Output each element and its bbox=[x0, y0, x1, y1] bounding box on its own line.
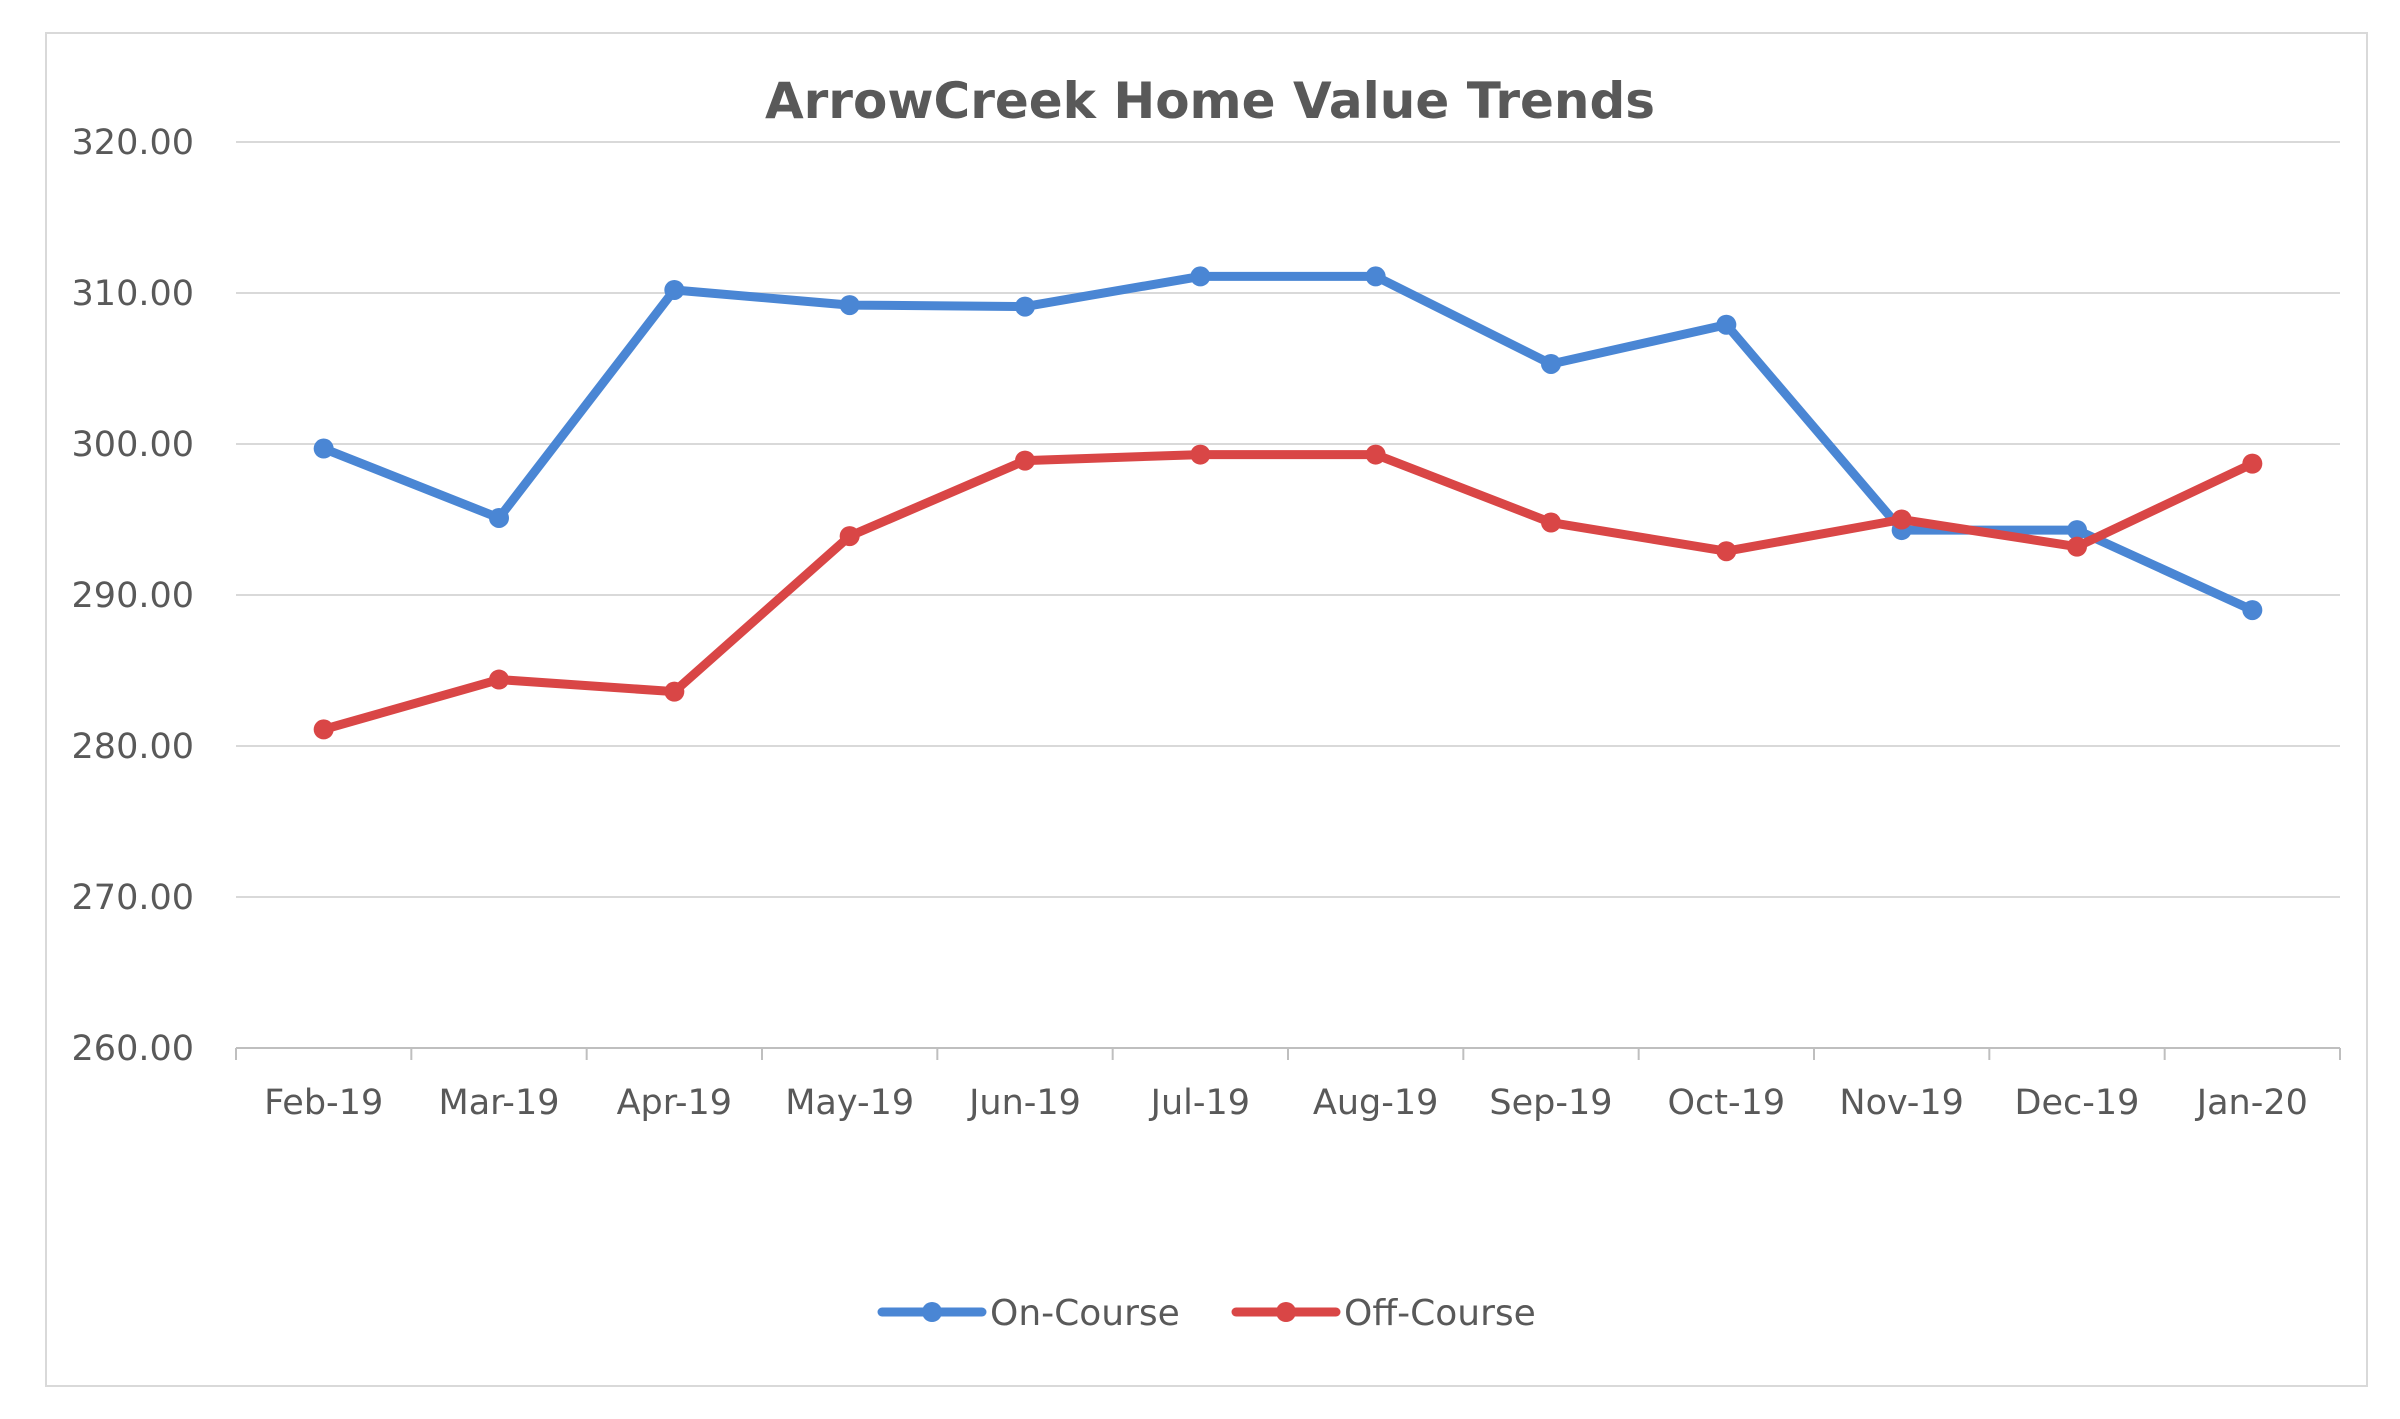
legend-marker bbox=[1276, 1302, 1296, 1322]
x-tick-label: Nov-19 bbox=[1839, 1083, 1964, 1123]
y-tick-label: 320.00 bbox=[72, 123, 194, 163]
legend-item: On-Course bbox=[877, 1293, 1180, 1334]
legend-item: Off-Course bbox=[1231, 1293, 1536, 1334]
x-tick-label: Sep-19 bbox=[1489, 1083, 1612, 1123]
y-axis-tick-labels: 260.00 270.00 280.00 290.00 300.00 310.00 320.… bbox=[72, 123, 194, 1069]
data-point bbox=[839, 295, 860, 316]
data-point bbox=[664, 279, 685, 300]
data-point bbox=[1716, 541, 1737, 562]
chart-area bbox=[45, 32, 2368, 1387]
x-tick-label: May-19 bbox=[785, 1083, 914, 1123]
data-point bbox=[1891, 509, 1912, 530]
x-tick-label: Aug-19 bbox=[1313, 1083, 1439, 1123]
x-tick-label: Jun-19 bbox=[967, 1083, 1081, 1123]
data-point bbox=[2067, 520, 2087, 541]
series-line bbox=[319, 450, 2257, 734]
x-axis-tick-labels: Feb-19 Mar-19 Apr-19 May-19 Jun-19 Jul-19 Aug-… bbox=[264, 1083, 2308, 1123]
y-tick-label: 310.00 bbox=[72, 274, 194, 314]
legend-marker bbox=[922, 1302, 942, 1322]
x-tick-label: Mar-19 bbox=[439, 1083, 560, 1123]
data-point bbox=[489, 669, 509, 690]
x-tick-label: Jan-20 bbox=[2195, 1083, 2308, 1123]
y-tick-label: 260.00 bbox=[72, 1029, 194, 1069]
series-off-course bbox=[313, 444, 2263, 740]
legend-label: Off-Course bbox=[1344, 1293, 1536, 1334]
data-point bbox=[1015, 450, 1035, 471]
y-tick-label: 280.00 bbox=[72, 727, 194, 767]
gridlines bbox=[236, 141, 2340, 898]
x-axis bbox=[235, 1047, 2341, 1060]
x-tick-label: Dec-19 bbox=[2015, 1083, 2140, 1123]
x-tick-label: Feb-19 bbox=[264, 1083, 383, 1123]
x-tick-label: Apr-19 bbox=[617, 1083, 732, 1123]
data-point bbox=[2242, 453, 2263, 474]
y-tick-label: 270.00 bbox=[72, 878, 194, 918]
data-point bbox=[664, 681, 685, 702]
data-point bbox=[839, 526, 860, 547]
legend-label: On-Course bbox=[990, 1293, 1180, 1334]
x-tick-label: Jul-19 bbox=[1149, 1083, 1250, 1123]
data-point bbox=[1716, 314, 1737, 335]
series-lines bbox=[313, 266, 2263, 740]
data-point bbox=[1190, 444, 1211, 465]
data-point bbox=[2242, 600, 2263, 621]
x-tick-label: Oct-19 bbox=[1667, 1083, 1785, 1123]
data-point bbox=[2067, 536, 2087, 557]
data-point bbox=[313, 438, 334, 459]
legend: On-Course Off-Course bbox=[877, 1293, 1536, 1334]
data-point bbox=[313, 719, 334, 740]
data-point bbox=[1365, 266, 1386, 287]
data-point bbox=[1365, 444, 1386, 465]
data-point bbox=[1190, 266, 1211, 287]
y-tick-label: 290.00 bbox=[72, 576, 194, 616]
data-point bbox=[1541, 512, 1561, 533]
chart-title: ArrowCreek Home Value Trends bbox=[765, 72, 1655, 130]
series-line bbox=[319, 271, 2257, 615]
data-point bbox=[489, 507, 509, 528]
y-tick-label: 300.00 bbox=[72, 425, 194, 465]
data-point bbox=[1015, 296, 1035, 317]
data-point bbox=[1541, 353, 1561, 374]
